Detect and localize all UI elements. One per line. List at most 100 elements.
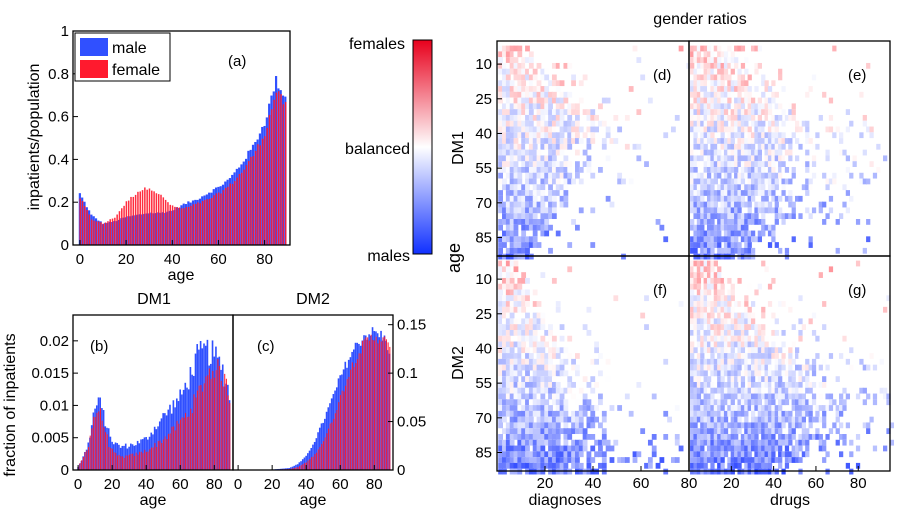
e-cell bbox=[720, 62, 725, 69]
e-cell bbox=[696, 155, 702, 162]
e-cell bbox=[713, 230, 718, 237]
f-cell bbox=[532, 393, 538, 400]
g-cell bbox=[690, 428, 695, 435]
g-cell bbox=[791, 324, 796, 330]
g-cell bbox=[717, 434, 722, 440]
f-cell bbox=[548, 329, 553, 336]
d-cell bbox=[544, 195, 550, 202]
d-cell bbox=[563, 143, 569, 150]
a-bar-female bbox=[211, 198, 213, 245]
e-cell bbox=[690, 86, 695, 92]
d-cell bbox=[586, 138, 592, 144]
e-cell bbox=[795, 126, 800, 133]
d-cell bbox=[521, 166, 527, 173]
g-cell bbox=[883, 445, 888, 452]
f-cell bbox=[521, 405, 527, 411]
e-cell bbox=[778, 149, 783, 156]
f-cell bbox=[502, 370, 507, 377]
d-cell bbox=[528, 68, 534, 75]
g-cell bbox=[750, 434, 756, 440]
g-cell bbox=[774, 445, 779, 452]
g-cell bbox=[734, 434, 739, 440]
d-cell bbox=[532, 236, 538, 243]
g-cell bbox=[730, 457, 735, 463]
d-cell bbox=[636, 143, 642, 150]
e-cell bbox=[693, 213, 698, 220]
g-cell bbox=[737, 422, 742, 429]
f-cell bbox=[540, 434, 546, 440]
e-cell bbox=[703, 201, 708, 208]
d-cell bbox=[517, 242, 523, 248]
f-cell bbox=[498, 295, 503, 302]
f-cell bbox=[525, 324, 530, 330]
d-cell bbox=[586, 155, 592, 162]
g-cell bbox=[825, 393, 830, 400]
f-cell bbox=[548, 364, 553, 371]
e-cell bbox=[690, 155, 695, 162]
e-cell bbox=[717, 224, 722, 231]
g-cell bbox=[815, 405, 820, 411]
f-cell bbox=[505, 399, 511, 406]
d-cell bbox=[536, 190, 542, 196]
e-cell bbox=[703, 213, 708, 220]
g-cell bbox=[720, 301, 725, 307]
g-cell bbox=[757, 399, 762, 406]
panel-e-label: (e) bbox=[848, 67, 866, 84]
g-cell bbox=[839, 393, 844, 400]
e-cell bbox=[750, 149, 756, 156]
d-cell bbox=[555, 62, 561, 69]
e-cell bbox=[717, 236, 722, 243]
g-cell bbox=[774, 364, 779, 371]
e-cell bbox=[717, 166, 722, 173]
e-cell bbox=[720, 132, 725, 139]
g-cell bbox=[700, 451, 705, 458]
b-bar-female bbox=[205, 376, 207, 470]
b-bar-female bbox=[123, 457, 125, 470]
e-cell bbox=[713, 138, 718, 144]
f-cell bbox=[498, 347, 503, 354]
d-cell bbox=[502, 236, 507, 243]
g-cell bbox=[774, 376, 779, 382]
d-cell bbox=[521, 80, 527, 87]
e-cell bbox=[693, 74, 698, 81]
e-cell bbox=[690, 184, 695, 191]
f-cell bbox=[647, 457, 653, 463]
f-cell bbox=[594, 347, 599, 354]
g-cell bbox=[730, 312, 735, 319]
g-cell bbox=[859, 358, 864, 365]
d-cell bbox=[559, 97, 565, 104]
d-cell bbox=[536, 155, 542, 162]
d-cell bbox=[555, 149, 561, 156]
e-cell bbox=[798, 143, 803, 150]
e-cell bbox=[700, 190, 705, 196]
e-cell bbox=[842, 201, 847, 208]
e-cell bbox=[713, 86, 718, 92]
f-cell bbox=[528, 457, 534, 463]
a-bar-female bbox=[139, 191, 141, 245]
a-bar-female bbox=[245, 165, 248, 245]
e-cell bbox=[713, 236, 718, 243]
panel-b-bars bbox=[77, 339, 231, 470]
e-cell bbox=[845, 166, 851, 173]
e-cell bbox=[774, 143, 779, 150]
g-cell bbox=[818, 416, 823, 423]
g-cell bbox=[703, 312, 708, 319]
b-bar-female bbox=[86, 450, 88, 470]
e-cell bbox=[720, 161, 725, 167]
b-xtick-label: 60 bbox=[172, 476, 189, 493]
e-cell bbox=[734, 132, 739, 139]
g-cell bbox=[774, 457, 779, 463]
d-cell bbox=[605, 132, 611, 139]
a-bar-female bbox=[278, 91, 280, 246]
g-cell bbox=[795, 416, 800, 423]
e-cell bbox=[703, 80, 708, 87]
f-cell bbox=[513, 370, 519, 377]
e-cell bbox=[757, 236, 762, 243]
e-cell bbox=[869, 132, 874, 139]
a-bar-female bbox=[264, 136, 266, 245]
g-cell bbox=[720, 428, 725, 435]
g-cell bbox=[696, 457, 702, 463]
f-cell bbox=[498, 405, 503, 411]
d-cell bbox=[525, 219, 530, 225]
g-cell bbox=[710, 381, 715, 388]
